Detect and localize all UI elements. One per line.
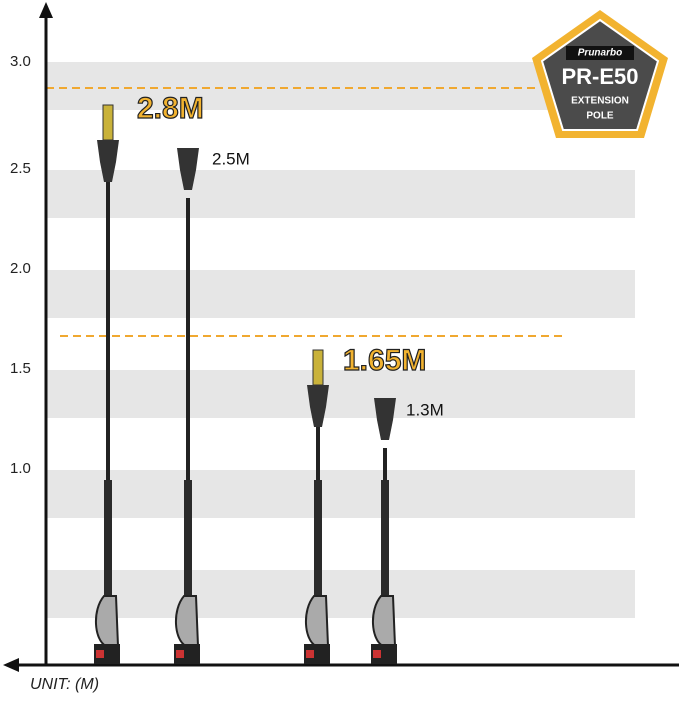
y-tick-label: 1.0 bbox=[10, 460, 31, 477]
pole-lower bbox=[381, 480, 389, 600]
model: PR-E50 bbox=[561, 64, 638, 89]
height-label: 2.8M bbox=[137, 92, 204, 125]
handle bbox=[305, 595, 330, 647]
band bbox=[47, 570, 635, 618]
pole-lower bbox=[104, 480, 112, 600]
battery-label bbox=[176, 650, 184, 658]
blade bbox=[312, 349, 324, 386]
band bbox=[47, 170, 635, 218]
head bbox=[374, 398, 396, 440]
pole bbox=[106, 150, 110, 590]
bands bbox=[47, 62, 635, 618]
battery-label bbox=[96, 650, 104, 658]
badge-line: EXTENSION bbox=[571, 96, 629, 107]
battery bbox=[304, 644, 330, 664]
battery-label bbox=[373, 650, 381, 658]
pole-lower bbox=[314, 480, 322, 600]
head bbox=[307, 385, 329, 427]
handle bbox=[175, 595, 200, 647]
battery bbox=[94, 644, 120, 664]
pole-lower bbox=[184, 480, 192, 600]
band bbox=[47, 270, 635, 318]
y-tick-label: 1.5 bbox=[10, 360, 31, 377]
handle bbox=[372, 595, 397, 647]
height-label: 2.5M bbox=[212, 149, 250, 168]
handle bbox=[95, 595, 120, 647]
height-label: 1.3M bbox=[406, 400, 444, 419]
blade bbox=[102, 104, 114, 141]
band bbox=[47, 470, 635, 518]
arrow bbox=[3, 658, 19, 672]
pole bbox=[186, 198, 190, 595]
y-tick-label: 2.0 bbox=[10, 260, 31, 277]
battery-label bbox=[306, 650, 314, 658]
unit-label: UNIT: (M) bbox=[30, 676, 99, 693]
height-label: 1.65M bbox=[343, 344, 426, 377]
battery bbox=[371, 644, 397, 664]
band bbox=[47, 370, 635, 418]
head bbox=[97, 140, 119, 182]
y-tick-label: 3.0 bbox=[10, 53, 31, 70]
badge-line: POLE bbox=[586, 111, 614, 122]
arrow bbox=[39, 2, 53, 18]
brand: Prunarbo bbox=[578, 48, 622, 59]
head bbox=[177, 148, 199, 190]
brand-bar bbox=[566, 46, 634, 60]
tools: 2.8M 2.5M 1.65M 1.3M bbox=[94, 91, 444, 664]
battery bbox=[174, 644, 200, 664]
badge: Prunarbo PR-E50 EXTENSION POLE bbox=[532, 10, 668, 138]
y-tick-label: 2.5 bbox=[10, 160, 31, 177]
